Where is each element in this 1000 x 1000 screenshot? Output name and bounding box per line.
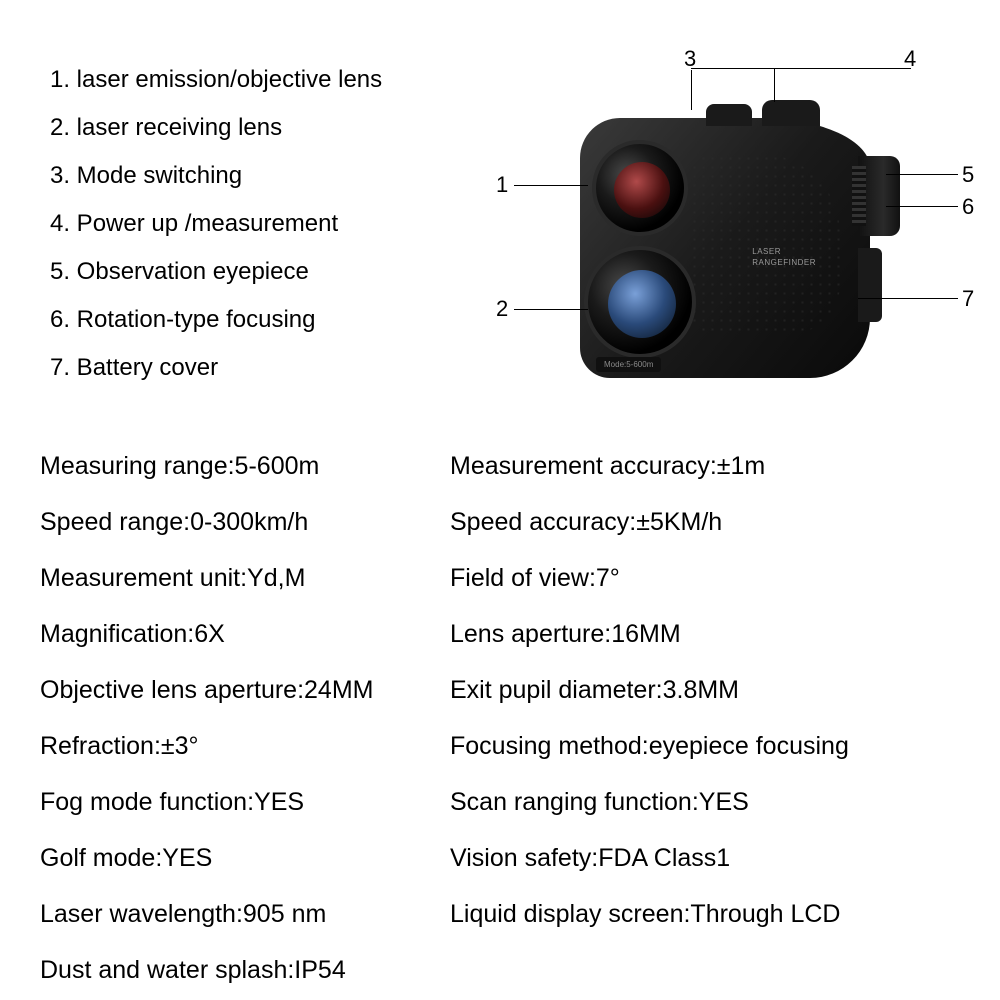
spec-right: Lens aperture:16MM — [440, 608, 681, 660]
top-section: 1. laser emission/objective lens 2. lase… — [0, 40, 1000, 420]
spec-row: Speed range:0-300km/hSpeed accuracy:±5KM… — [40, 496, 960, 548]
device-illustration: LASER RANGEFINDER Mode:5-600m — [580, 118, 870, 378]
spec-left: Fog mode function:YES — [40, 776, 440, 828]
spec-left: Speed range:0-300km/h — [40, 496, 440, 548]
eyepiece-icon — [858, 156, 900, 236]
callout-line-6 — [886, 206, 958, 207]
spec-row: Measurement unit:Yd,MField of view:7° — [40, 552, 960, 604]
spec-row: Dust and water splash:IP54 — [40, 944, 960, 996]
device-label-line1: LASER — [752, 247, 781, 256]
spec-left: Dust and water splash:IP54 — [40, 944, 440, 996]
callout-7: 7 — [962, 286, 974, 312]
spec-right: Vision safety:FDA Class1 — [440, 832, 730, 884]
callout-4: 4 — [904, 46, 916, 72]
spec-row: Refraction:±3°Focusing method:eyepiece f… — [40, 720, 960, 772]
device-label: LASER RANGEFINDER — [752, 246, 816, 268]
mode-button-icon — [706, 104, 752, 126]
callout-5: 5 — [962, 162, 974, 188]
callout-line-7 — [858, 298, 958, 299]
device-label-line2: RANGEFINDER — [752, 258, 816, 267]
parts-item-2: 2. laser receiving lens — [50, 104, 470, 152]
parts-item-7: 7. Battery cover — [50, 344, 470, 392]
spec-row: Fog mode function:YESScan ranging functi… — [40, 776, 960, 828]
spec-right: Speed accuracy:±5KM/h — [440, 496, 722, 548]
spec-right: Exit pupil diameter:3.8MM — [440, 664, 739, 716]
parts-item-3: 3. Mode switching — [50, 152, 470, 200]
device-grip-texture — [690, 154, 840, 334]
spec-left: Magnification:6X — [40, 608, 440, 660]
parts-item-5: 5. Observation eyepiece — [50, 248, 470, 296]
parts-item-1: 1. laser emission/objective lens — [50, 56, 470, 104]
callout-6: 6 — [962, 194, 974, 220]
spec-right — [440, 944, 450, 996]
spec-right: Scan ranging function:YES — [440, 776, 749, 828]
spec-left: Laser wavelength:905 nm — [40, 888, 440, 940]
spec-row: Magnification:6XLens aperture:16MM — [40, 608, 960, 660]
callout-line-4v — [774, 68, 775, 102]
spec-row: Laser wavelength:905 nmLiquid display sc… — [40, 888, 960, 940]
spec-row: Objective lens aperture:24MMExit pupil d… — [40, 664, 960, 716]
callout-line-1 — [514, 185, 588, 186]
receiving-lens-icon — [584, 246, 696, 358]
spec-left: Objective lens aperture:24MM — [40, 664, 440, 716]
spec-left: Measurement unit:Yd,M — [40, 552, 440, 604]
spec-right: Field of view:7° — [440, 552, 620, 604]
battery-cover-icon — [858, 248, 882, 322]
device-model-label: Mode:5-600m — [596, 357, 661, 372]
power-button-icon — [762, 100, 820, 126]
spec-right: Liquid display screen:Through LCD — [440, 888, 841, 940]
spec-left: Measuring range:5-600m — [40, 440, 440, 492]
spec-right: Focusing method:eyepiece focusing — [440, 720, 849, 772]
parts-item-6: 6. Rotation-type focusing — [50, 296, 470, 344]
callout-line-5 — [886, 174, 958, 175]
callout-line-2 — [514, 309, 588, 310]
parts-list: 1. laser emission/objective lens 2. lase… — [50, 56, 470, 392]
product-diagram: LASER RANGEFINDER Mode:5-600m 1 2 3 4 5 … — [490, 40, 990, 420]
callout-line-top-h — [691, 68, 911, 69]
callout-1: 1 — [496, 172, 508, 198]
objective-lens-icon — [592, 140, 688, 236]
spec-left: Refraction:±3° — [40, 720, 440, 772]
spec-right: Measurement accuracy:±1m — [440, 440, 765, 492]
specs-table: Measuring range:5-600mMeasurement accura… — [40, 440, 960, 1000]
spec-left: Golf mode:YES — [40, 832, 440, 884]
spec-row: Golf mode:YESVision safety:FDA Class1 — [40, 832, 960, 884]
spec-row: Measuring range:5-600mMeasurement accura… — [40, 440, 960, 492]
callout-2: 2 — [496, 296, 508, 322]
parts-item-4: 4. Power up /measurement — [50, 200, 470, 248]
callout-line-3v — [691, 70, 692, 110]
